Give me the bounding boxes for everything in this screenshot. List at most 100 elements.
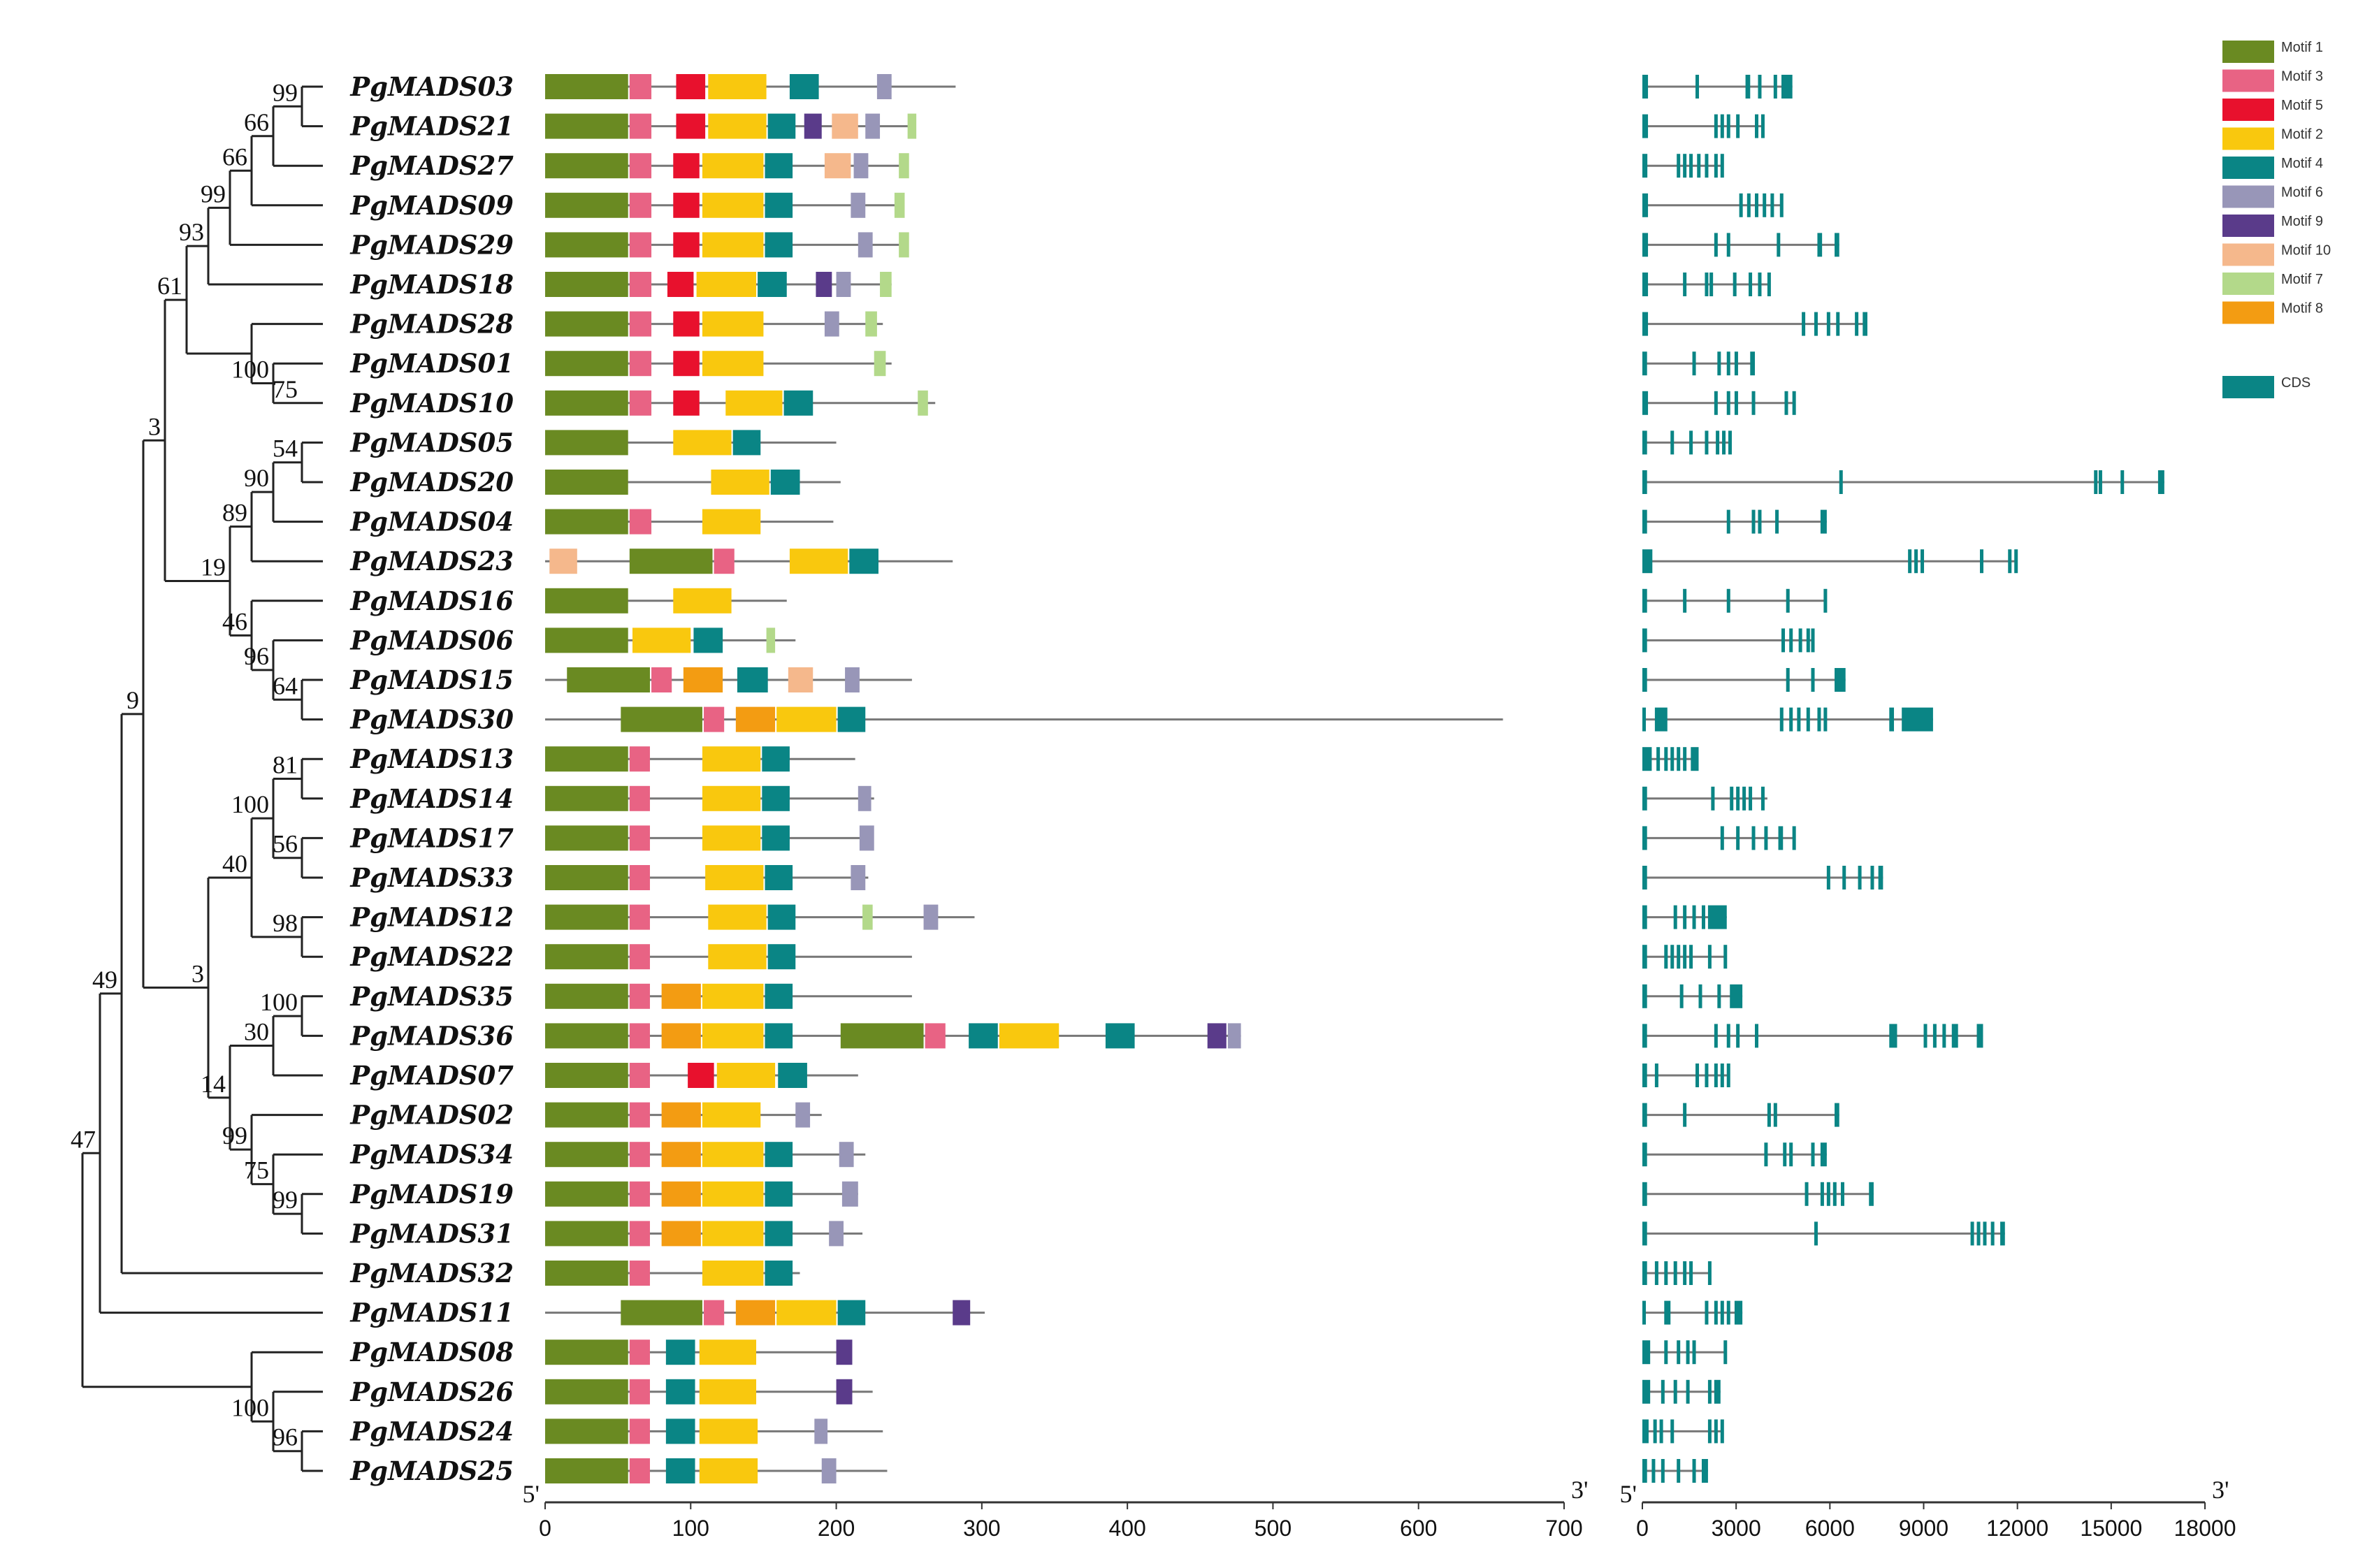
legend-item: Motif 10 (2222, 243, 2331, 266)
motif-3-box (629, 192, 652, 218)
bootstrap-value: 14 (201, 1070, 226, 1098)
cds-box (1705, 430, 1709, 455)
cds-box (1869, 1182, 1874, 1206)
cds-box (1692, 1459, 1696, 1483)
axis-tick-label: 15000 (2080, 1516, 2142, 1541)
cds-box (1701, 905, 1705, 929)
gene-label-pgmads08: PgMADS08 (349, 1337, 514, 1367)
motif-3-box (629, 1142, 650, 1168)
cds-box (1642, 786, 1647, 811)
motif-4-box (837, 706, 866, 732)
gene-label-pgmads26: PgMADS26 (349, 1377, 514, 1407)
motif-8-box (735, 706, 776, 732)
cds-box (1714, 1300, 1718, 1325)
motif-6-box (839, 1142, 854, 1168)
cds-box (1817, 233, 1823, 257)
motif-4-box (762, 825, 790, 851)
cds-box (1720, 1064, 1724, 1087)
cds-box (1673, 905, 1677, 929)
gene-label-pgmads06: PgMADS06 (349, 625, 514, 655)
cds-box (1642, 509, 1647, 534)
cds-box (1970, 1221, 1974, 1246)
cds-box (1726, 1300, 1730, 1325)
cds-box (1664, 1300, 1671, 1325)
cds-box (1784, 391, 1788, 415)
cds-box (1826, 312, 1830, 336)
motif-7-box (894, 192, 905, 218)
motif-9-box (1207, 1023, 1227, 1049)
motif-6-box (1227, 1023, 1241, 1049)
axis-tick-label: 12000 (1986, 1516, 2048, 1541)
motif-1-box (545, 232, 628, 258)
axis-tick-label: 0 (1636, 1516, 1649, 1541)
cds-box (1902, 707, 1933, 732)
cds-box (1811, 668, 1815, 692)
cds-box (1783, 1142, 1787, 1167)
cds-box (1692, 351, 1696, 376)
cds-box (1739, 193, 1743, 217)
motif-3-box (629, 944, 650, 970)
cds-box (1921, 549, 1925, 574)
motif-6-box (865, 113, 881, 139)
gene-label-pgmads30: PgMADS30 (349, 704, 514, 735)
cds-box (1654, 707, 1668, 732)
cds-box (1714, 1419, 1718, 1444)
motif-1-box (545, 351, 628, 377)
gene-label-pgmads25: PgMADS25 (349, 1456, 514, 1486)
motif-2-box (708, 74, 767, 99)
legend-swatch (2222, 99, 2274, 121)
cds-box (1767, 273, 1771, 296)
motif-3-box (651, 667, 672, 692)
cds-box (1823, 707, 1828, 732)
motif-3-box (629, 272, 652, 297)
cds-box (2157, 470, 2164, 494)
cds-box (1720, 154, 1724, 178)
motif-1-box (545, 1261, 628, 1286)
cds-box (1642, 905, 1647, 929)
legend-swatch (2222, 376, 2274, 398)
gene-labels: PgMADS03 PgMADS21 PgMADS27 PgMADS09 PgMADS29… (349, 71, 514, 1486)
cds-box (1786, 588, 1790, 613)
cds-box (1642, 1103, 1647, 1127)
motif-6-box (836, 272, 851, 297)
legend-label: Motif 4 (2281, 156, 2323, 171)
motif-1-box (545, 192, 628, 218)
motif-10-box (832, 113, 858, 139)
cds-box (1755, 193, 1758, 217)
legend-item: Motif 1 (2222, 40, 2323, 63)
cds-box (1797, 707, 1801, 732)
cds-box (2094, 470, 2098, 494)
cds-box (1798, 628, 1802, 653)
motif-7-box (874, 351, 886, 377)
motif-3-box (629, 983, 650, 1009)
cds-box (1751, 509, 1756, 534)
motif-1-box (545, 1063, 628, 1088)
cds-box (1683, 588, 1687, 613)
motif-7-box (865, 311, 877, 337)
cds-box (1717, 984, 1721, 1008)
motif-3-box (629, 1340, 650, 1365)
motif-3-box (629, 865, 650, 890)
motif-1-box (621, 706, 702, 732)
motif-2-box (699, 1458, 758, 1483)
cds-box (1714, 114, 1718, 138)
cds-box (1734, 391, 1738, 415)
motif-3-box (629, 390, 652, 416)
cds-box (1642, 1064, 1647, 1087)
cds-box (1692, 905, 1696, 929)
legend-label: Motif 3 (2281, 69, 2323, 85)
motif-6-box (858, 785, 871, 811)
cds-box (1826, 866, 1830, 890)
cds-box (2120, 470, 2125, 494)
motif-1-box (545, 390, 628, 416)
motif-3-box (629, 1221, 650, 1247)
motif-1-box (545, 865, 628, 890)
cds-box (1908, 549, 1912, 574)
cds-box (1697, 154, 1701, 178)
motif-3-box (925, 1023, 946, 1049)
motif-1-box (545, 74, 628, 99)
cds-box (1734, 351, 1738, 376)
cds-box (1677, 1459, 1681, 1483)
motif-6-box (853, 153, 869, 179)
